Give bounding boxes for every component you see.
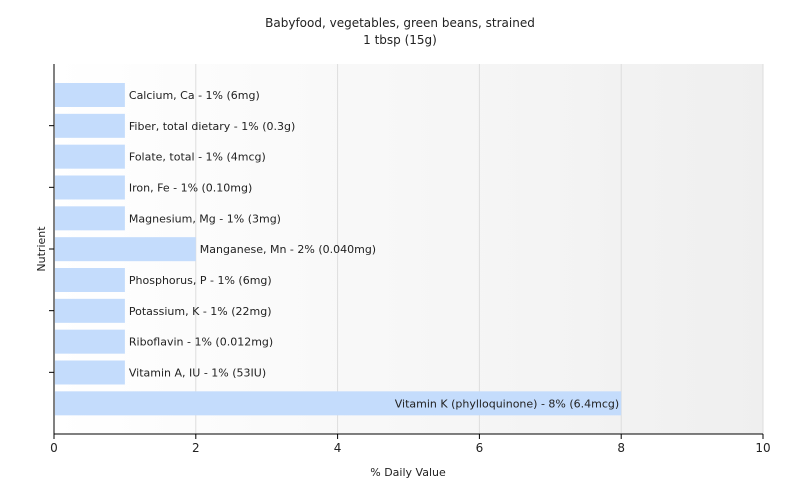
chart-subtitle: 1 tbsp (15g) [363, 33, 437, 47]
bar-label: Potassium, K - 1% (22mg) [129, 305, 272, 318]
grid-lines [195, 64, 764, 434]
bar-label: Folate, total - 1% (4mcg) [129, 151, 266, 164]
chart-title: Babyfood, vegetables, green beans, strai… [265, 16, 535, 30]
bar-label: Iron, Fe - 1% (0.10mg) [129, 182, 252, 195]
bar-label: Vitamin K (phylloquinone) - 8% (6.4mcg) [395, 397, 619, 410]
x-tick-label: 4 [334, 441, 342, 455]
bar [55, 268, 125, 292]
bar-label: Phosphorus, P - 1% (6mg) [129, 274, 272, 287]
bar [55, 113, 125, 138]
bar [55, 206, 125, 231]
y-axis-title: Nutrient [35, 226, 48, 272]
bar [55, 175, 125, 200]
bar [55, 83, 125, 107]
x-tick-label: 0 [50, 441, 58, 455]
bar-label: Vitamin A, IU - 1% (53IU) [129, 367, 266, 380]
bar-label: Fiber, total dietary - 1% (0.3g) [129, 120, 295, 133]
bar [55, 391, 622, 416]
bars: Calcium, Ca - 1% (6mg) Fiber, total dieta… [55, 83, 622, 416]
axes: 0 2 4 6 8 10 [49, 64, 771, 455]
bar-label: Calcium, Ca - 1% (6mg) [129, 89, 260, 102]
x-axis-title: % Daily Value [370, 466, 446, 479]
bar [55, 237, 196, 262]
x-tick-label: 10 [755, 441, 770, 455]
x-tick-label: 2 [192, 441, 200, 455]
x-tick-label: 8 [617, 441, 625, 455]
bar [55, 144, 125, 169]
bar-label: Manganese, Mn - 2% (0.040mg) [200, 243, 376, 256]
bar-label: Magnesium, Mg - 1% (3mg) [129, 212, 281, 225]
bar [55, 298, 125, 323]
bar [55, 360, 125, 385]
x-tick-label: 6 [476, 441, 484, 455]
bar-label: Riboflavin - 1% (0.012mg) [129, 336, 273, 349]
bar [55, 329, 125, 354]
